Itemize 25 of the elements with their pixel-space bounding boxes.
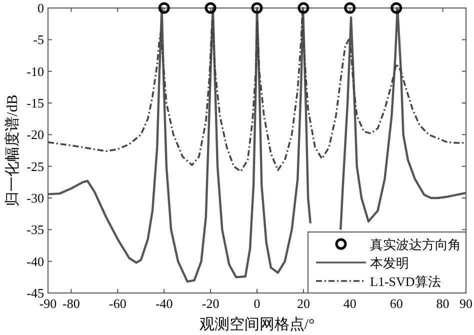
y-tick-label: -35 xyxy=(26,222,44,238)
y-axis-title: 归一化幅度谱/dB xyxy=(4,94,21,206)
legend-label: 本发明 xyxy=(370,256,409,270)
y-tick-label: -10 xyxy=(26,64,44,79)
y-tick-label: -40 xyxy=(26,254,44,269)
y-tick-label: -25 xyxy=(26,158,44,174)
x-tick-label: 40 xyxy=(343,296,356,311)
x-tick-label: -20 xyxy=(202,296,220,311)
x-tick-label: 80 xyxy=(436,296,450,311)
x-axis-title: 观测空间网格点/° xyxy=(199,316,315,333)
y-tick-label: -20 xyxy=(26,127,44,142)
y-tick-label: -45 xyxy=(26,286,44,300)
x-tick-label: -60 xyxy=(108,296,126,311)
x-tick-label: 0 xyxy=(254,296,260,311)
x-tick-label: 60 xyxy=(390,296,403,311)
x-tick-label: 90 xyxy=(460,296,472,311)
legend-label: 真实波达方向角 xyxy=(370,237,461,252)
y-tick-label: 0 xyxy=(38,0,44,16)
y-tick-label: -15 xyxy=(26,96,44,110)
x-tick-label: -40 xyxy=(155,296,173,311)
y-tick-label: -5 xyxy=(33,32,44,48)
x-tick-label: 20 xyxy=(296,296,310,311)
x-tick-label: -80 xyxy=(62,296,80,311)
y-tick-label: -30 xyxy=(26,190,44,206)
legend-label: L1-SVD算法 xyxy=(370,274,441,289)
